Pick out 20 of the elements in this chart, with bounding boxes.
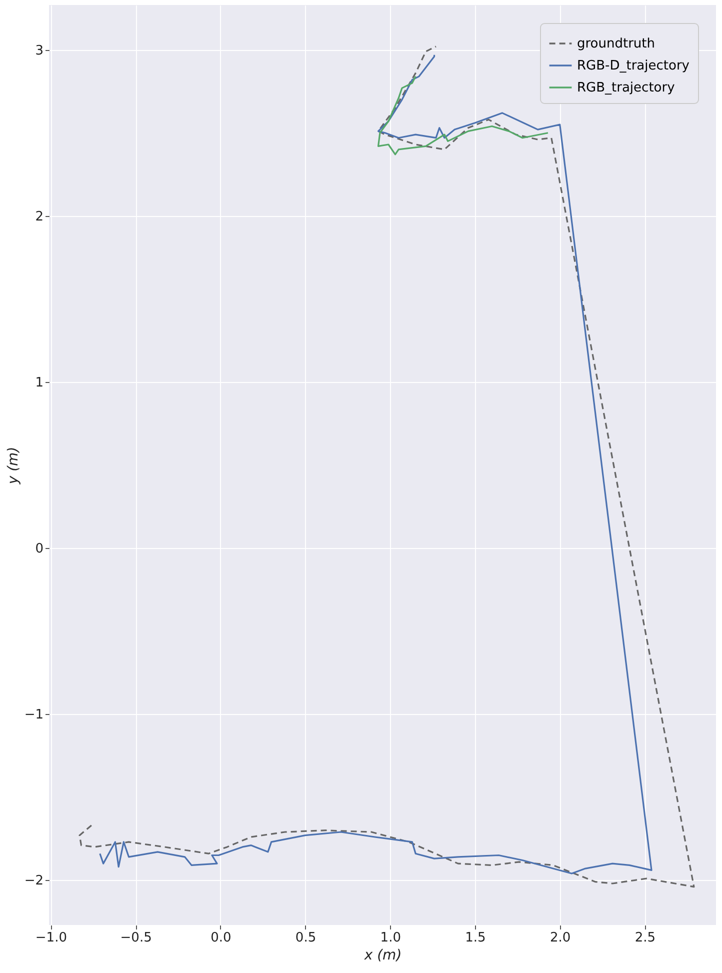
x-tick-label: −0.5 <box>120 930 152 946</box>
y-tick-label: 0 <box>35 542 44 557</box>
y-tick-label: 1 <box>35 375 44 390</box>
x-axis-title: x (m) <box>363 948 402 964</box>
x-tick-label: 2.0 <box>550 930 571 946</box>
legend-label: RGB_trajectory <box>577 80 676 96</box>
x-tick-label: −1.0 <box>35 930 67 946</box>
x-tick-label: 0.0 <box>210 930 232 946</box>
y-axis-title: y (m) <box>5 446 22 486</box>
y-tick-label: −2 <box>24 874 44 889</box>
x-tick-label: 2.5 <box>634 930 656 946</box>
x-tick-label: 1.0 <box>380 930 401 946</box>
legend-label: groundtruth <box>577 36 656 52</box>
y-tick-label: −1 <box>24 708 44 723</box>
legend-label: RGB-D_trajectory <box>577 58 690 74</box>
x-tick-label: 0.5 <box>295 930 316 946</box>
y-tick-label: 2 <box>35 209 44 224</box>
y-tick-label: 3 <box>35 43 44 58</box>
line-series <box>377 76 549 156</box>
x-tick-label: 1.5 <box>465 930 486 946</box>
